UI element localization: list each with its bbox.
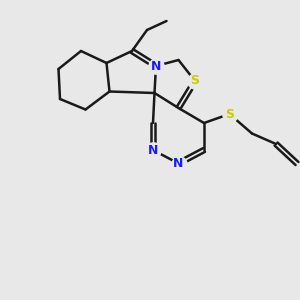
Text: S: S [190,74,200,88]
Text: S: S [225,107,234,121]
Text: N: N [151,59,161,73]
Text: N: N [148,143,158,157]
Text: N: N [173,157,184,170]
